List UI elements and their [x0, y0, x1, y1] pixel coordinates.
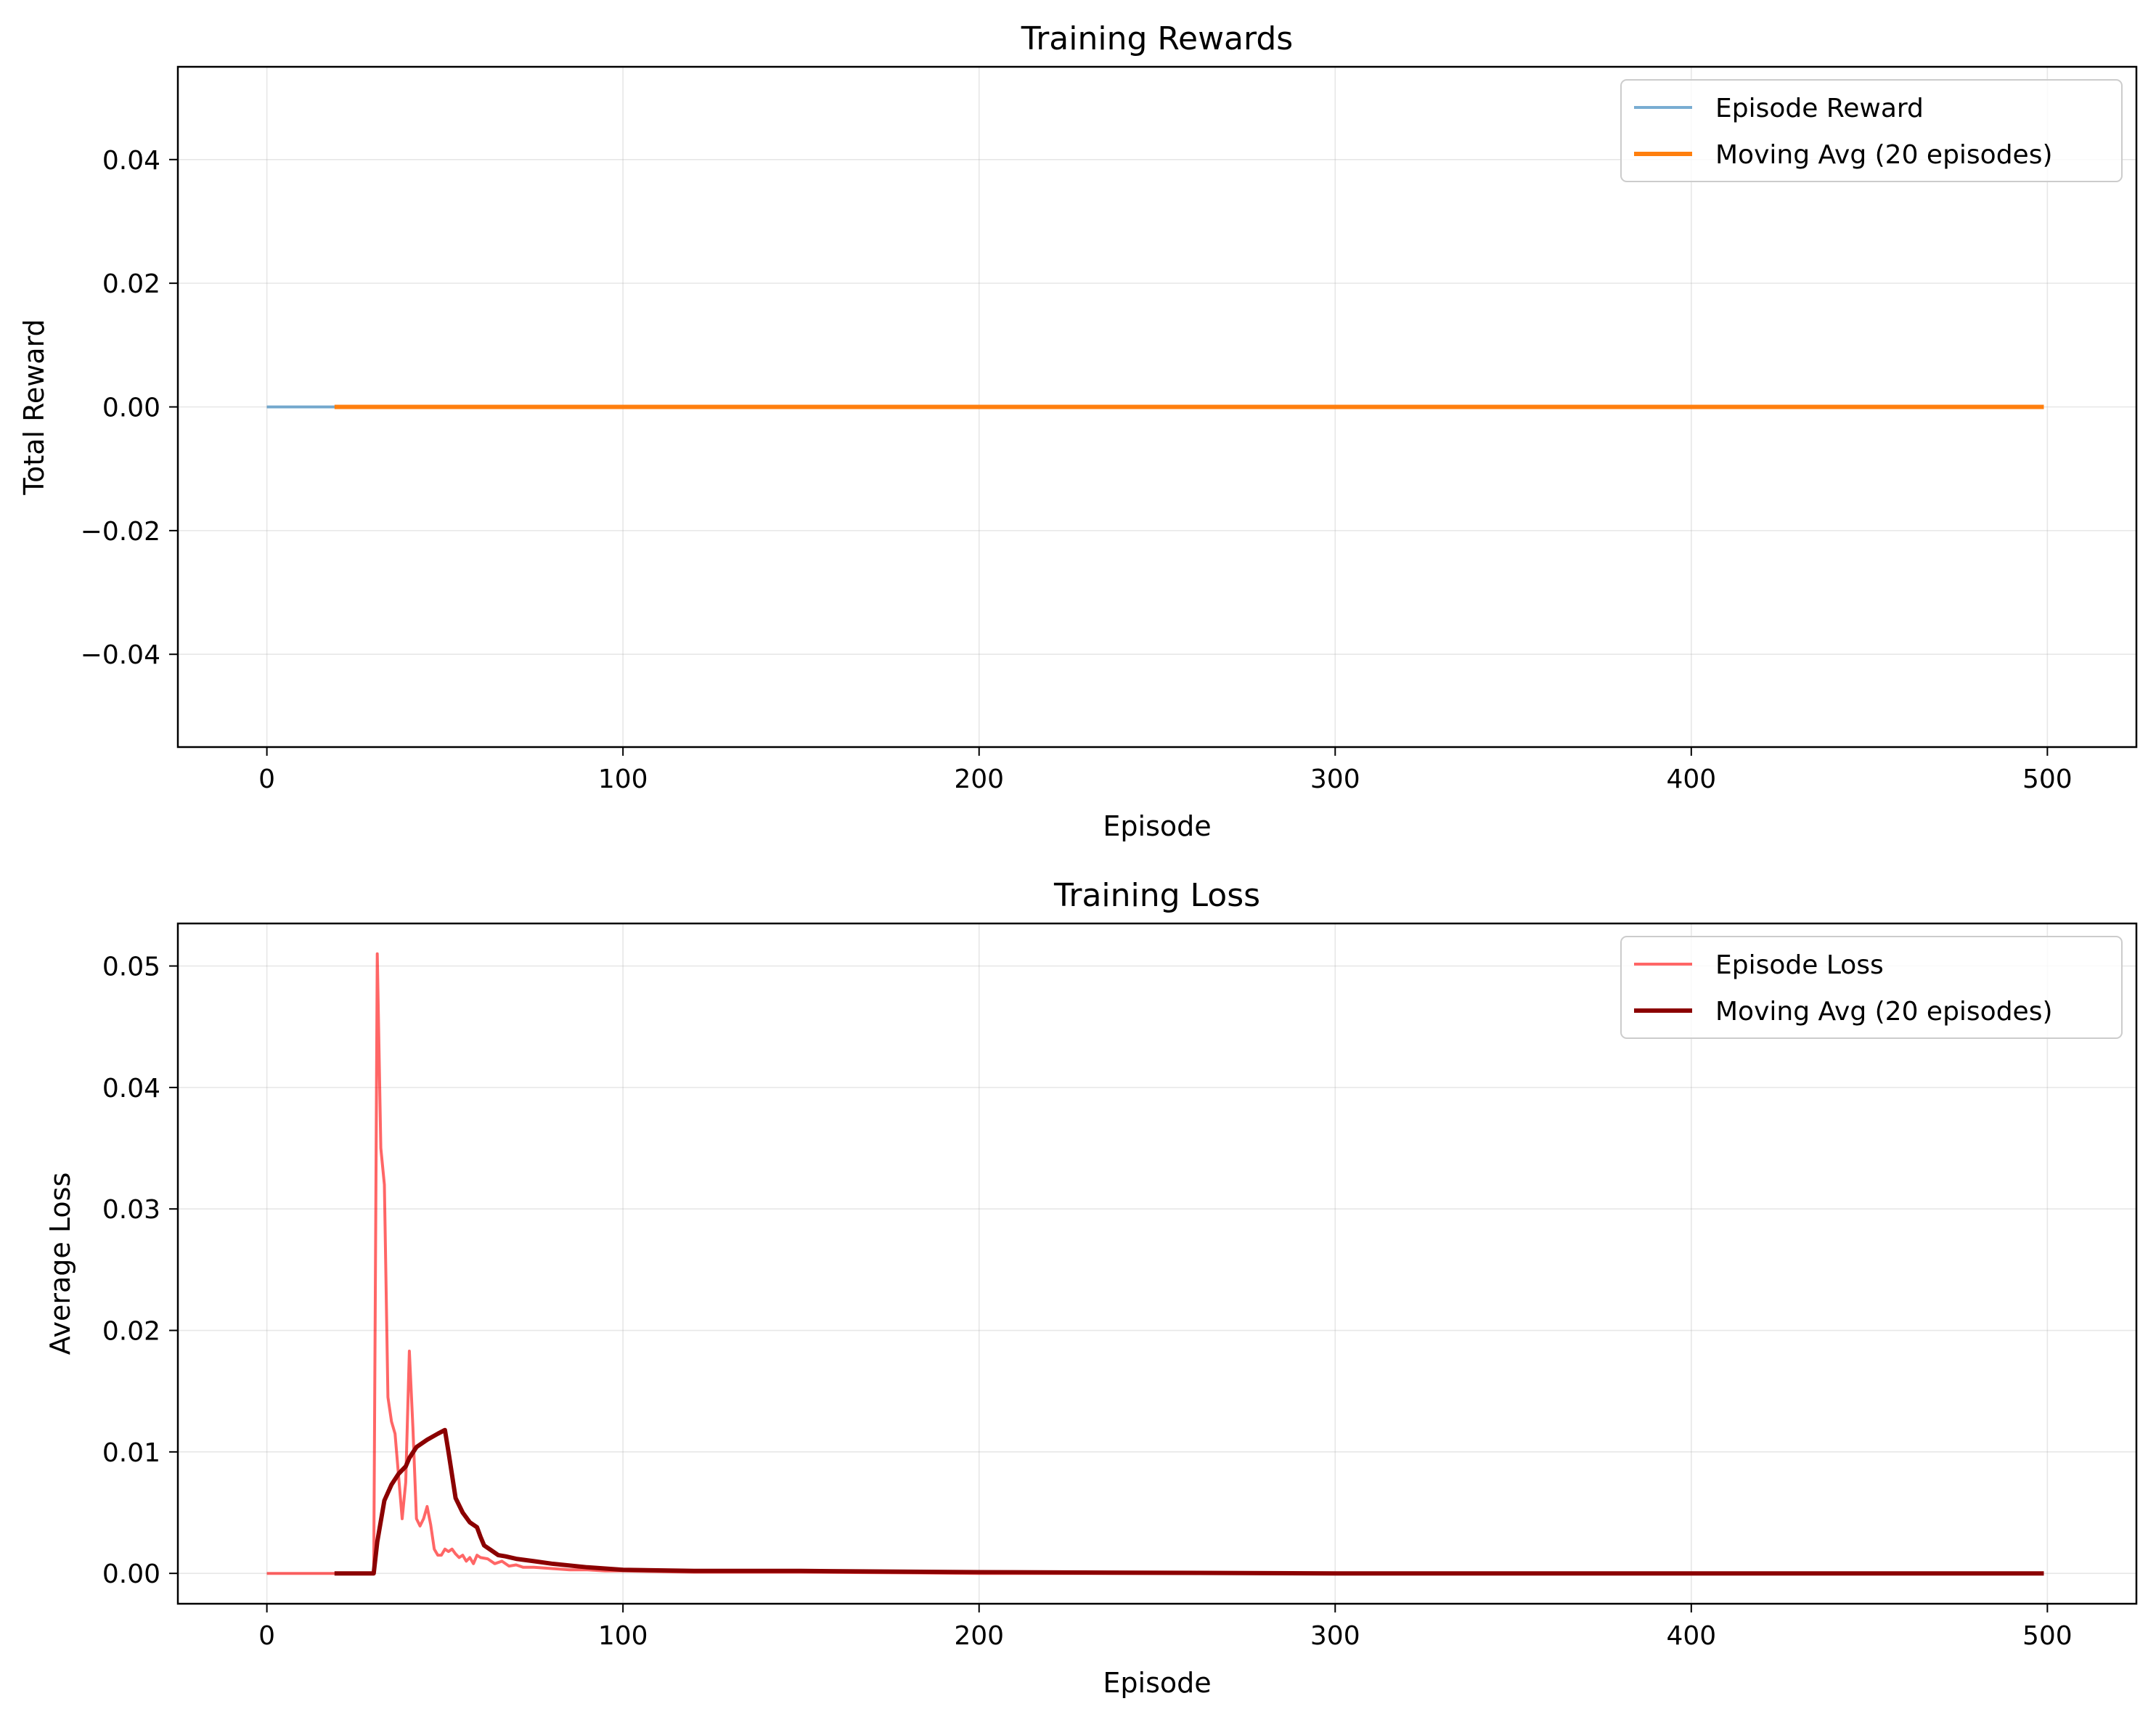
y-tick-label: 0.00	[102, 1559, 160, 1589]
series-line-1	[266, 952, 2044, 1575]
chart-title: Training Rewards	[1021, 20, 1293, 57]
legend-box	[1620, 936, 2123, 1039]
x-tick-label: 100	[598, 764, 648, 794]
x-axis-label: Episode	[1103, 810, 1211, 842]
y-tick-label: 0.04	[102, 146, 160, 176]
x-tick-label: 100	[598, 1621, 648, 1651]
legend-label-2: Moving Avg (20 episodes)	[1715, 997, 2053, 1027]
y-tick-label: 0.05	[102, 953, 160, 982]
y-tick-label: 0.01	[102, 1438, 160, 1468]
y-tick-label: −0.04	[81, 640, 160, 670]
legend: Episode Reward Moving Avg (20 episodes)	[1620, 79, 2123, 182]
legend-box	[1620, 79, 2123, 182]
x-tick-label: 200	[954, 1621, 1004, 1651]
y-axis-label: Average Loss	[44, 1172, 76, 1355]
legend-label-1: Episode Loss	[1715, 950, 1884, 980]
x-tick-label: 300	[1310, 764, 1360, 794]
x-tick-label: 0	[258, 764, 275, 794]
series-line-2	[334, 1427, 2044, 1576]
x-tick-label: 400	[1666, 764, 1716, 794]
y-tick-label: 0.02	[102, 1317, 160, 1347]
y-axis-label: Total Reward	[18, 319, 50, 495]
legend: Episode Loss Moving Avg (20 episodes)	[1620, 936, 2123, 1039]
legend-label-2: Moving Avg (20 episodes)	[1715, 140, 2053, 170]
subplot-1: 0 100 200 300 400 500 −0.04 −0.02 0.00 0.02 0.04 Tr…	[18, 20, 2138, 842]
y-tick-label: 0.02	[102, 269, 160, 299]
y-tick-label: 0.00	[102, 393, 160, 423]
x-tick-label: 0	[258, 1621, 275, 1651]
x-tick-label: 300	[1310, 1621, 1360, 1651]
x-tick-label: 500	[2022, 764, 2073, 794]
x-axis-label: Episode	[1103, 1667, 1211, 1699]
subplot-2: 0 100 200 300 400 500 0.00 0.01 0.02 0.03 0.04 0.05…	[44, 877, 2138, 1699]
axes-frame	[176, 922, 2138, 1605]
x-tick-label: 500	[2022, 1621, 2073, 1651]
x-tick-label: 400	[1666, 1621, 1716, 1651]
legend-label-1: Episode Reward	[1715, 94, 1924, 123]
chart-title: Training Loss	[1053, 877, 1260, 914]
y-tick-label: 0.03	[102, 1195, 160, 1225]
x-tick-label: 200	[954, 764, 1004, 794]
y-tick-label: −0.02	[81, 517, 160, 547]
y-tick-label: 0.04	[102, 1074, 160, 1104]
